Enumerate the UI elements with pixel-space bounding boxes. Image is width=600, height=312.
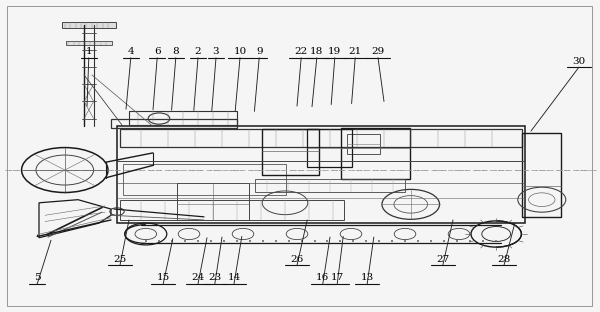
Text: 22: 22 xyxy=(295,47,308,56)
Bar xyxy=(255,179,405,192)
Text: 17: 17 xyxy=(331,273,344,282)
Text: 30: 30 xyxy=(572,56,586,66)
Text: 28: 28 xyxy=(497,255,511,264)
Text: 5: 5 xyxy=(34,273,41,282)
Text: 14: 14 xyxy=(227,273,241,282)
Text: 19: 19 xyxy=(328,47,341,56)
Bar xyxy=(62,22,116,28)
Bar xyxy=(129,111,237,125)
Text: 24: 24 xyxy=(191,273,205,282)
Text: 23: 23 xyxy=(208,273,221,282)
Bar xyxy=(111,119,237,128)
Bar xyxy=(307,129,352,167)
Text: 26: 26 xyxy=(290,255,304,264)
Text: 16: 16 xyxy=(316,273,329,282)
Text: 21: 21 xyxy=(349,47,362,56)
Bar xyxy=(120,129,522,147)
Text: 2: 2 xyxy=(194,47,202,56)
Bar xyxy=(177,183,249,220)
Bar xyxy=(522,133,561,217)
Bar xyxy=(120,200,344,220)
Bar xyxy=(123,164,286,195)
Text: 27: 27 xyxy=(436,255,449,264)
Bar xyxy=(66,41,112,45)
Text: 6: 6 xyxy=(154,47,161,56)
Text: 3: 3 xyxy=(212,47,220,56)
Text: 1: 1 xyxy=(85,47,92,56)
Text: 9: 9 xyxy=(256,47,263,56)
Text: 13: 13 xyxy=(361,273,374,282)
Text: 15: 15 xyxy=(157,273,170,282)
Bar xyxy=(341,128,410,179)
Text: 29: 29 xyxy=(371,47,385,56)
Text: 4: 4 xyxy=(127,47,134,56)
Bar xyxy=(117,126,525,223)
Text: 18: 18 xyxy=(310,47,323,56)
Bar xyxy=(262,129,319,175)
Text: 25: 25 xyxy=(113,255,127,264)
Text: 8: 8 xyxy=(172,47,179,56)
Text: 10: 10 xyxy=(233,47,247,56)
Bar xyxy=(347,134,380,154)
